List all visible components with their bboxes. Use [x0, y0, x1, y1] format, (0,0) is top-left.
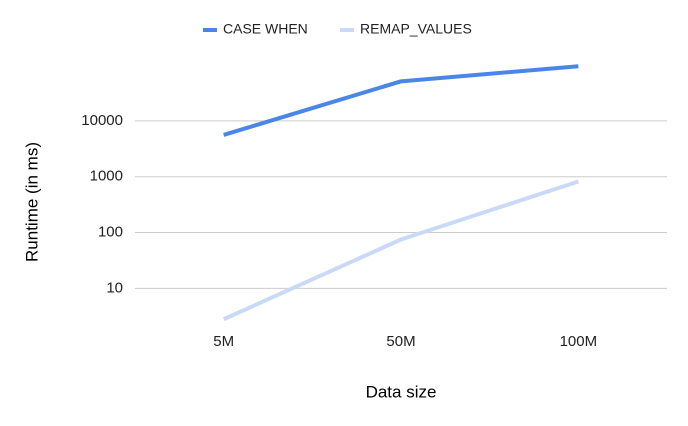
data-line: [222, 179, 579, 322]
y-tick-label: 1000: [90, 168, 123, 185]
data-line: [223, 64, 579, 137]
x-tick-label: 5M: [213, 333, 234, 350]
x-axis-title: Data size: [366, 382, 437, 401]
y-axis-title: Runtime (in ms): [22, 142, 41, 262]
y-tick-label: 10000: [81, 112, 123, 129]
x-tick-label: 50M: [386, 333, 415, 350]
y-tick-label: 10: [106, 279, 123, 296]
x-tick-label: 100M: [560, 333, 598, 350]
legend-text: CASE WHEN: [223, 21, 308, 37]
y-tick-label: 100: [98, 224, 123, 241]
legend-text: REMAP_VALUES: [360, 21, 472, 37]
